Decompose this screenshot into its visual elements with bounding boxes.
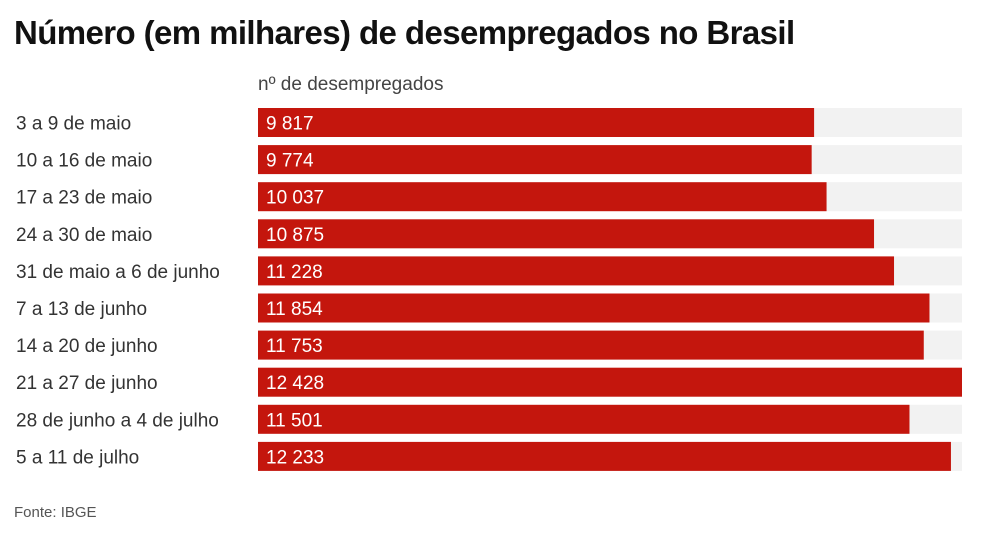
category-label: 7 a 13 de junho bbox=[16, 299, 147, 320]
bar bbox=[258, 367, 962, 397]
value-label: 12 428 bbox=[266, 373, 324, 394]
bar bbox=[258, 219, 875, 249]
bar bbox=[258, 108, 815, 137]
column-header: nº de desempregados bbox=[258, 74, 444, 95]
source-note: Fonte: IBGE bbox=[14, 504, 97, 521]
value-label: 12 233 bbox=[266, 447, 324, 468]
category-label: 10 a 16 de maio bbox=[16, 151, 152, 172]
value-label: 11 753 bbox=[266, 336, 323, 357]
category-label: 24 a 30 de maio bbox=[16, 225, 152, 246]
bar bbox=[258, 330, 924, 360]
value-label: 11 501 bbox=[266, 410, 323, 431]
value-label: 9 774 bbox=[266, 151, 314, 172]
value-label: 11 854 bbox=[266, 299, 323, 320]
category-label: 31 de maio a 6 de junho bbox=[16, 262, 220, 283]
value-label: 10 875 bbox=[266, 225, 324, 246]
bar bbox=[258, 182, 827, 212]
bar bbox=[258, 404, 910, 434]
category-label: 3 a 9 de maio bbox=[16, 114, 131, 135]
category-label: 5 a 11 de julho bbox=[16, 447, 139, 468]
value-label: 11 228 bbox=[266, 262, 323, 283]
bar bbox=[258, 441, 951, 471]
category-label: 28 de junho a 4 de julho bbox=[16, 410, 219, 431]
bar bbox=[258, 293, 930, 323]
chart-title: Número (em milhares) de desempregados no… bbox=[14, 14, 795, 51]
bar bbox=[258, 145, 812, 175]
bar bbox=[258, 256, 895, 286]
category-label: 21 a 27 de junho bbox=[16, 373, 158, 394]
category-label: 17 a 23 de maio bbox=[16, 188, 152, 209]
category-label: 14 a 20 de junho bbox=[16, 336, 158, 357]
value-label: 9 817 bbox=[266, 114, 314, 135]
value-label: 10 037 bbox=[266, 188, 324, 209]
